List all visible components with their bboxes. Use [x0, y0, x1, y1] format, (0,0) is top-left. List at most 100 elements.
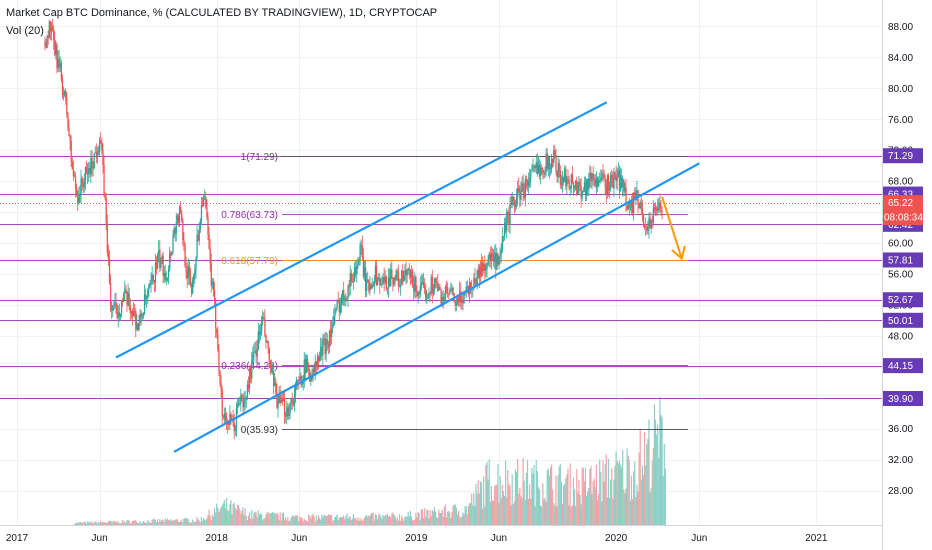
candle-body	[274, 381, 276, 387]
candle-body	[100, 140, 102, 143]
time-axis-tick-label: Jun	[691, 533, 707, 544]
candle-body	[151, 274, 153, 282]
candle-body	[465, 286, 467, 293]
volume-bar	[96, 523, 99, 525]
candle-body	[148, 284, 150, 291]
volume-bar	[141, 522, 143, 525]
volume-bar	[340, 517, 343, 525]
volume-bar	[431, 509, 433, 525]
volume-bar	[472, 505, 474, 525]
volume-bar	[617, 463, 619, 525]
level-price-badge-box[interactable]	[883, 148, 923, 164]
volume-bar	[631, 499, 634, 525]
candle-body	[455, 302, 458, 306]
volume-bar	[428, 518, 430, 525]
candle-body	[136, 323, 138, 330]
candle-body	[123, 294, 125, 302]
volume-bar	[547, 468, 549, 525]
candle-body	[275, 381, 277, 393]
volume-bar	[656, 434, 658, 525]
volume-bar	[454, 504, 456, 525]
volume-bar	[480, 482, 483, 525]
volume-bar	[149, 522, 151, 525]
candle-body	[535, 162, 537, 169]
volume-bar	[626, 448, 628, 525]
volume-bar	[329, 514, 332, 525]
candle-body	[127, 293, 129, 305]
candle-body	[76, 188, 78, 195]
level-price-badge-box[interactable]	[883, 252, 923, 268]
candle-body	[450, 289, 452, 291]
candle-body	[352, 281, 355, 283]
candle-body	[469, 282, 472, 288]
candle-body	[196, 235, 198, 258]
candle-body	[371, 284, 373, 289]
volume-bar	[416, 517, 418, 525]
candle-body	[409, 269, 412, 277]
volume-bar	[552, 489, 554, 525]
current-price-badge-box[interactable]	[883, 195, 923, 226]
candle-body	[53, 29, 55, 40]
candle-body	[462, 300, 464, 304]
volume-bar	[243, 515, 245, 525]
candle-body	[122, 300, 124, 302]
candle-body	[395, 270, 397, 281]
volume-bar	[205, 519, 207, 525]
trend-channel-line[interactable]	[115, 101, 608, 359]
level-price-badge-box[interactable]	[883, 312, 923, 328]
candle-body	[161, 255, 163, 264]
volume-bar	[491, 500, 494, 525]
volume-bar	[182, 522, 184, 525]
volume-bar	[507, 470, 509, 525]
candle-body	[480, 262, 483, 276]
candle-body	[189, 276, 192, 286]
level-price-badge-box[interactable]	[883, 358, 923, 374]
candle-body	[543, 172, 545, 175]
volume-bar	[93, 522, 95, 525]
candle-body	[326, 339, 328, 345]
volume-bar	[134, 520, 136, 525]
volume-bar	[624, 493, 626, 525]
projection-arrow-shaft[interactable]	[661, 196, 683, 259]
candle-body	[301, 383, 303, 385]
bar-countdown-text: 08:08:34	[884, 213, 923, 224]
volume-bar	[565, 478, 567, 525]
volume-bar	[525, 472, 528, 525]
volume-bar	[436, 517, 438, 525]
candle-body	[193, 275, 195, 280]
candle-body	[239, 403, 241, 405]
volume-bar	[152, 519, 154, 525]
volume-bar	[579, 495, 581, 525]
volume-bar	[384, 515, 386, 525]
candle-body	[354, 266, 356, 282]
volume-bar	[641, 465, 644, 525]
volume-bar	[425, 516, 427, 525]
candle-body	[605, 186, 607, 195]
volume-bar	[514, 469, 517, 525]
trend-channel-line[interactable]	[173, 162, 700, 453]
volume-bar	[393, 514, 395, 525]
candle-body	[255, 350, 257, 357]
volume-bar	[171, 520, 173, 525]
volume-bar	[241, 510, 243, 525]
volume-bar	[77, 523, 79, 525]
volume-bar	[128, 520, 130, 525]
volume-bar	[403, 520, 405, 525]
candle-body	[192, 279, 194, 294]
candle-body	[144, 294, 147, 299]
candle-body	[500, 249, 502, 254]
volume-bar	[556, 506, 558, 525]
volume-bar	[293, 516, 296, 525]
volume-bar	[248, 512, 251, 525]
level-price-badge-box[interactable]	[883, 390, 923, 406]
volume-bar	[397, 520, 399, 525]
candle-body	[172, 236, 174, 253]
volume-bar	[645, 465, 647, 525]
volume-bar	[95, 521, 97, 525]
candle-body	[79, 194, 81, 197]
volume-bar	[394, 516, 396, 525]
level-price-badge-box[interactable]	[883, 292, 923, 308]
candle-body	[159, 249, 161, 268]
